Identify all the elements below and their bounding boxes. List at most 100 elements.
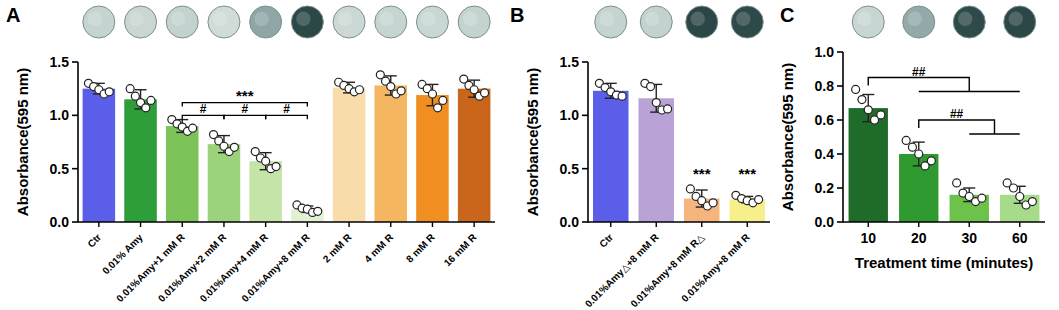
data-point	[709, 199, 717, 207]
error-cap	[385, 75, 397, 76]
significance-bracket	[919, 120, 1020, 134]
x-axis	[843, 221, 1045, 223]
data-point	[147, 96, 155, 104]
marks	[593, 79, 765, 222]
y-tick-label: 0.5	[560, 161, 580, 177]
data-point	[686, 185, 694, 193]
x-tick-label: 10	[860, 230, 876, 246]
significance-label: #	[241, 102, 248, 116]
x-tick	[98, 222, 99, 227]
y-tick	[837, 85, 843, 87]
plate-highlight	[213, 12, 227, 26]
plate-highlight	[1009, 12, 1023, 26]
plate-image	[852, 6, 884, 38]
data-point	[858, 96, 866, 104]
plate-image	[640, 6, 672, 38]
y-axis	[587, 62, 589, 223]
panel-letter: C	[780, 4, 794, 26]
data-point	[397, 87, 405, 95]
y-tick-label: 0.4	[815, 146, 835, 162]
plate-highlight	[958, 12, 972, 26]
plate-image	[208, 6, 240, 38]
y-tick	[582, 61, 588, 63]
plate-image	[416, 6, 448, 38]
y-tick	[837, 187, 843, 189]
data-point	[1009, 184, 1017, 192]
x-tick	[969, 222, 970, 227]
significance-label: ##	[912, 65, 926, 79]
data-point	[142, 104, 150, 112]
data-point	[652, 99, 660, 107]
data-point	[927, 157, 935, 165]
bar	[374, 85, 407, 222]
data-point	[1028, 198, 1036, 206]
plate-image	[250, 6, 282, 38]
y-tick	[582, 115, 588, 117]
data-point	[434, 104, 442, 112]
plate-highlight	[691, 12, 705, 26]
error-cap	[135, 89, 147, 90]
significance-bracket	[868, 78, 1020, 92]
significance-label: #	[283, 102, 290, 116]
plate-highlight	[908, 12, 922, 26]
x-tick-label: Ctr	[597, 232, 615, 250]
data-point	[428, 90, 436, 98]
data-point	[230, 143, 238, 151]
y-tick	[837, 221, 843, 223]
error-cap	[913, 141, 925, 142]
significance-label: ***	[738, 165, 756, 182]
data-point	[852, 85, 860, 93]
x-tick-label: 20	[911, 230, 927, 246]
y-tick	[837, 51, 843, 53]
y-tick-label: 1.0	[815, 44, 835, 60]
x-tick-label: 2 mM R	[321, 231, 354, 264]
plate-highlight	[129, 12, 143, 26]
bar	[849, 108, 888, 222]
plate-highlight	[463, 12, 477, 26]
bar	[416, 95, 449, 222]
plate-highlight	[296, 12, 310, 26]
x-tick	[223, 222, 224, 227]
plate-highlight	[338, 12, 352, 26]
y-tick-label: 0.2	[815, 180, 835, 196]
y-tick-label: 0.6	[815, 112, 835, 128]
bar	[124, 99, 157, 222]
y-tick	[837, 119, 843, 121]
data-point	[126, 85, 134, 93]
panel: A0.00.51.01.5Absorbance(595 nm)Ctr0.01% …	[6, 4, 495, 304]
data-point	[915, 150, 923, 158]
y-tick	[72, 115, 78, 117]
y-tick	[582, 221, 588, 223]
plate-highlight	[88, 12, 102, 26]
plate-highlight	[171, 12, 185, 26]
x-tick-label: 0.01%Amy+8 mM R△	[628, 231, 706, 309]
panel: C0.00.20.40.60.81.0Absorbance(595 nm)102…	[779, 4, 1045, 271]
significance-label: ***	[693, 165, 711, 182]
x-tick	[918, 222, 919, 227]
plate-highlight	[380, 12, 394, 26]
y-tick-label: 0.0	[50, 214, 70, 230]
error-cap	[260, 152, 272, 153]
y-axis	[842, 52, 844, 223]
data-point	[355, 86, 363, 94]
x-tick	[1019, 222, 1020, 227]
x-tick-label: 0.01% Amy	[100, 231, 145, 276]
x-tick-label: 4 mM R	[362, 231, 395, 264]
plate-image	[595, 6, 627, 38]
plate-image	[125, 6, 157, 38]
x-tick-label: 8 mM R	[404, 231, 437, 264]
y-tick-label: 1.5	[560, 54, 580, 70]
data-point	[618, 92, 626, 100]
data-point	[864, 106, 872, 114]
plate-image	[686, 6, 718, 38]
x-tick-label: 0.01%Amy+1 mM R	[114, 231, 187, 304]
significance-label: #	[200, 102, 207, 116]
data-point	[481, 89, 489, 97]
x-tick-label: 0.01%Amy+4 mM R	[198, 231, 271, 304]
x-tick-label: 16 mM R	[442, 231, 479, 268]
error-cap	[696, 189, 708, 190]
data-point	[755, 196, 763, 204]
data-point	[664, 105, 672, 113]
plate-image	[375, 6, 407, 38]
data-point	[439, 96, 447, 104]
